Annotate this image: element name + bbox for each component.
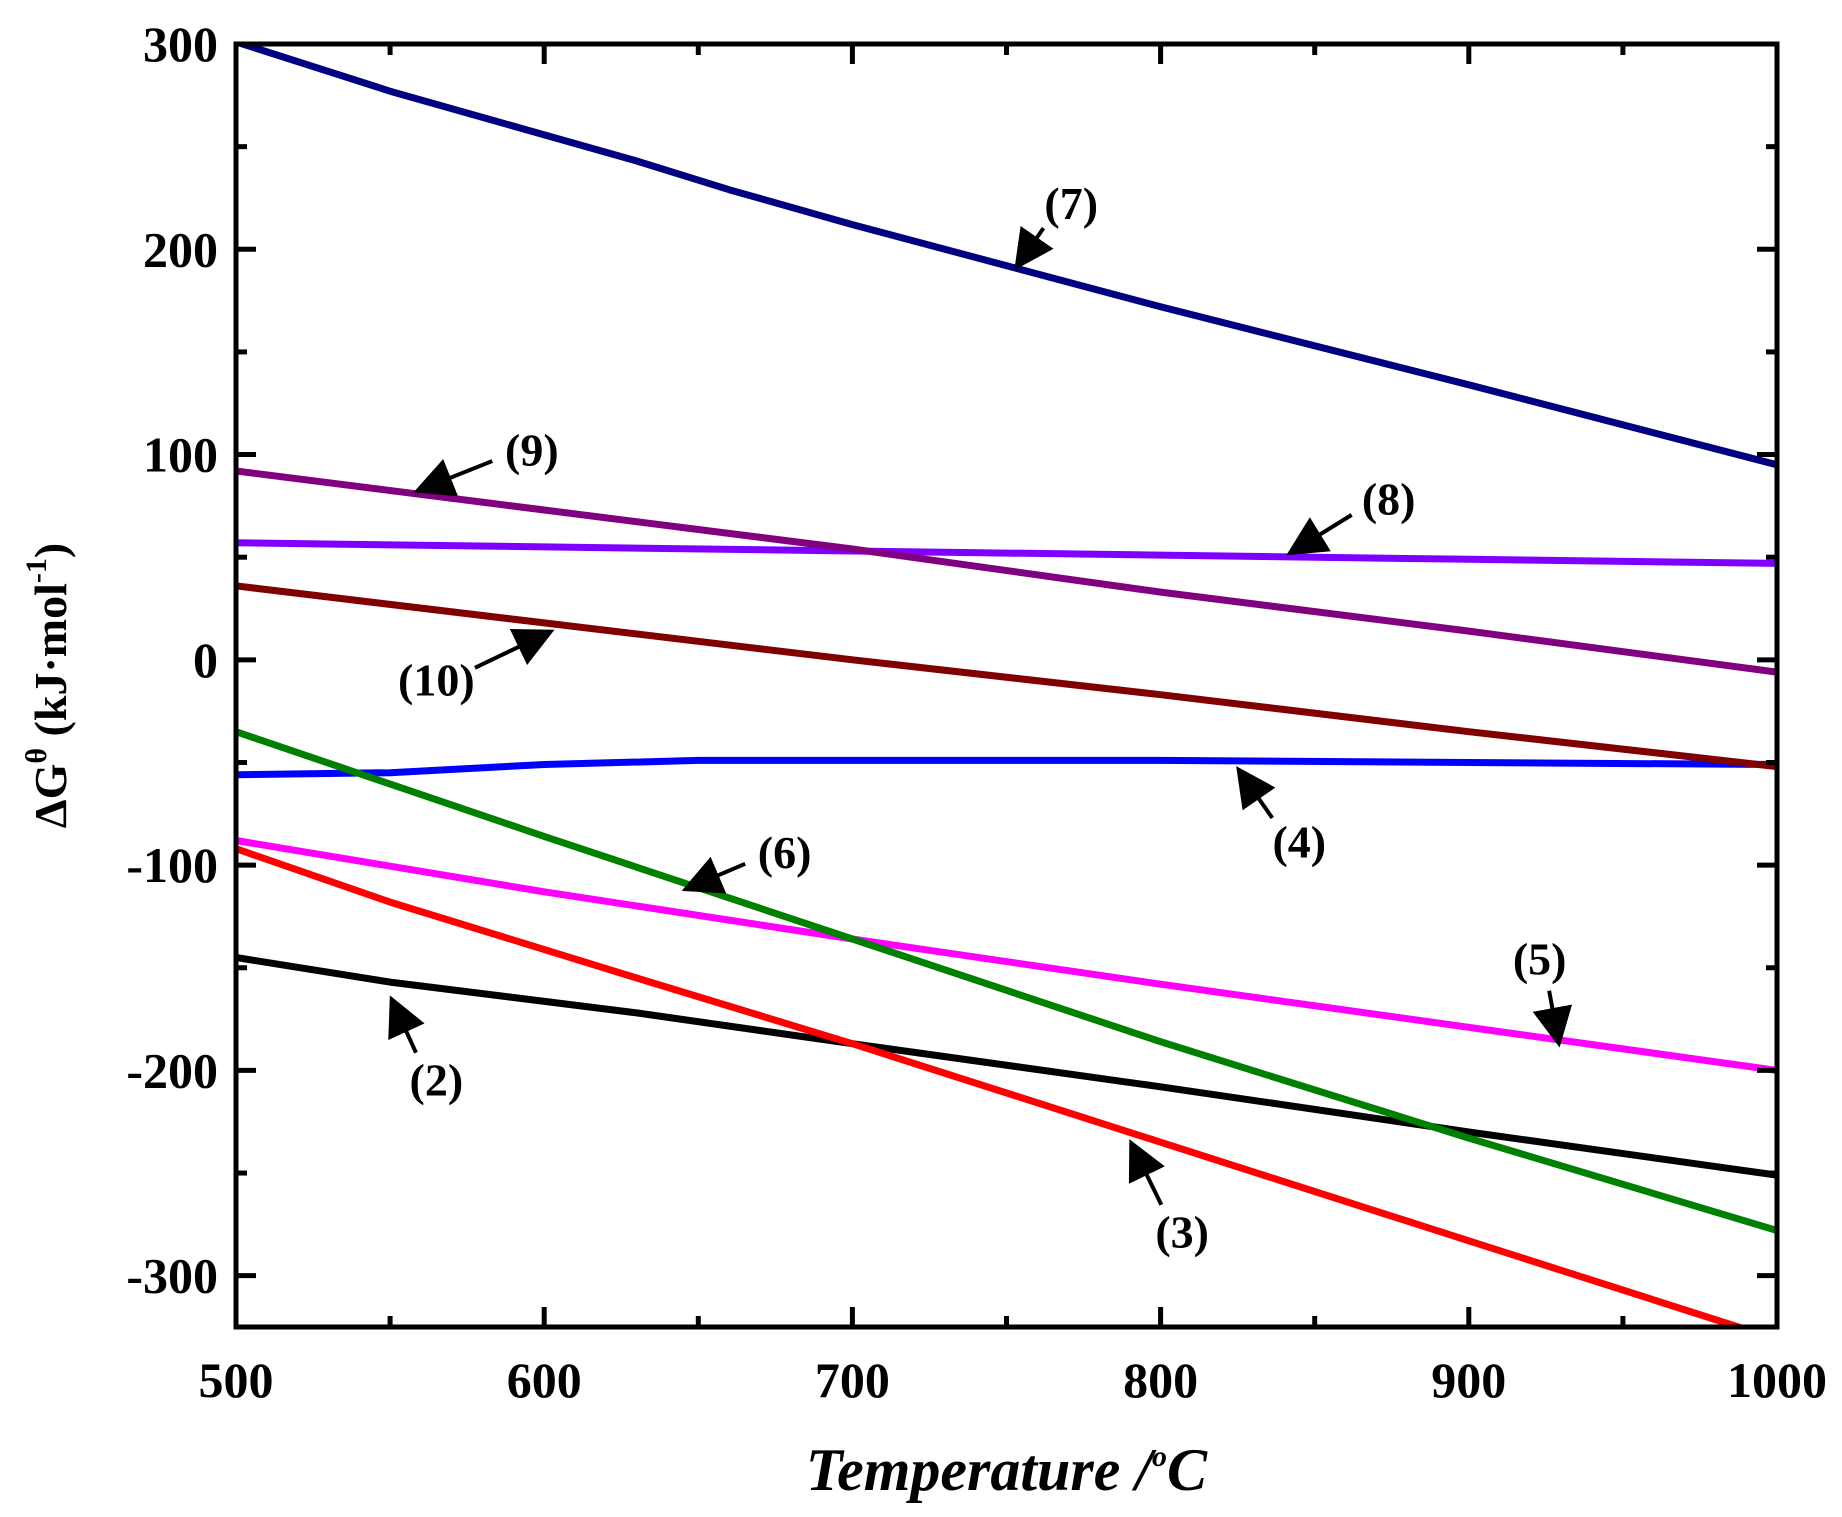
annotation-label-4: (4) — [1272, 817, 1326, 868]
series-line-10 — [236, 582, 1777, 771]
y-axis-label-exp: -1 — [20, 558, 53, 583]
y-tick-label: -100 — [126, 837, 218, 893]
annotation-label-6: (6) — [758, 827, 812, 878]
y-axis-label-close: ) — [25, 543, 76, 558]
series-line-7 — [236, 44, 1777, 469]
annotation-label-8: (8) — [1362, 474, 1416, 525]
annotation-arrow-5 — [1532, 990, 1573, 1048]
annotation-arrow-10 — [474, 628, 555, 670]
x-tick-label: 1000 — [1727, 1352, 1827, 1408]
series-line-4 — [236, 756, 1777, 779]
x-tick-label: 800 — [1123, 1352, 1198, 1408]
y-tick-label: 200 — [143, 221, 218, 277]
annotation-label-9: (9) — [505, 424, 559, 475]
y-tick-label: 0 — [193, 632, 218, 688]
series-line-9 — [236, 467, 1777, 676]
y-tick-label: 300 — [143, 16, 218, 72]
x-axis-label-text: Temperature / — [806, 1437, 1157, 1503]
annotation-label-10: (10) — [398, 654, 475, 705]
annotation-arrow-4 — [1236, 766, 1276, 820]
y-tick-label: 100 — [143, 427, 218, 483]
series-layer — [236, 44, 1777, 1327]
annotation-arrow-3 — [1128, 1139, 1165, 1206]
y-axis-label-delta: ΔG — [25, 764, 76, 829]
x-axis-label: Temperature /oC — [806, 1437, 1208, 1503]
y-tick-label: -300 — [126, 1248, 218, 1304]
x-axis-label-sup: o — [1152, 1440, 1167, 1473]
tick-layer: 500 600 700 800 900 1000 -300 -200 -100 0 100 200 30… — [126, 16, 1827, 1408]
annotation-label-2: (2) — [410, 1055, 464, 1106]
annotation-label-3: (3) — [1155, 1207, 1209, 1258]
series-line-6 — [236, 728, 1777, 1234]
annotation-arrow-9 — [413, 459, 493, 497]
annotation-layer: (7) (9) (8) (10) (4) (6) (5) (2) (3) — [388, 178, 1573, 1258]
annotation-arrow-2 — [388, 995, 425, 1054]
annotation-label-5: (5) — [1513, 934, 1567, 985]
y-axis-label-theta: θ — [20, 748, 53, 764]
x-axis-label-unit: C — [1167, 1437, 1208, 1503]
x-tick-label: 600 — [507, 1352, 582, 1408]
annotation-arrow-8 — [1286, 513, 1353, 556]
y-tick-label: -200 — [126, 1042, 218, 1098]
x-tick-label: 700 — [815, 1352, 890, 1408]
series-line-3 — [236, 845, 1751, 1327]
annotation-label-7: (7) — [1044, 178, 1098, 229]
y-axis-label: ΔGθ (kJ·mol-1) — [20, 543, 76, 828]
x-tick-label: 900 — [1431, 1352, 1506, 1408]
annotation-arrow-7 — [1014, 225, 1054, 271]
series-line-8 — [236, 539, 1777, 567]
x-tick-label: 500 — [199, 1352, 274, 1408]
annotation-arrow-6 — [681, 856, 746, 894]
y-axis-label-unit: (kJ·mol — [25, 583, 76, 748]
series-line-5 — [236, 837, 1777, 1074]
